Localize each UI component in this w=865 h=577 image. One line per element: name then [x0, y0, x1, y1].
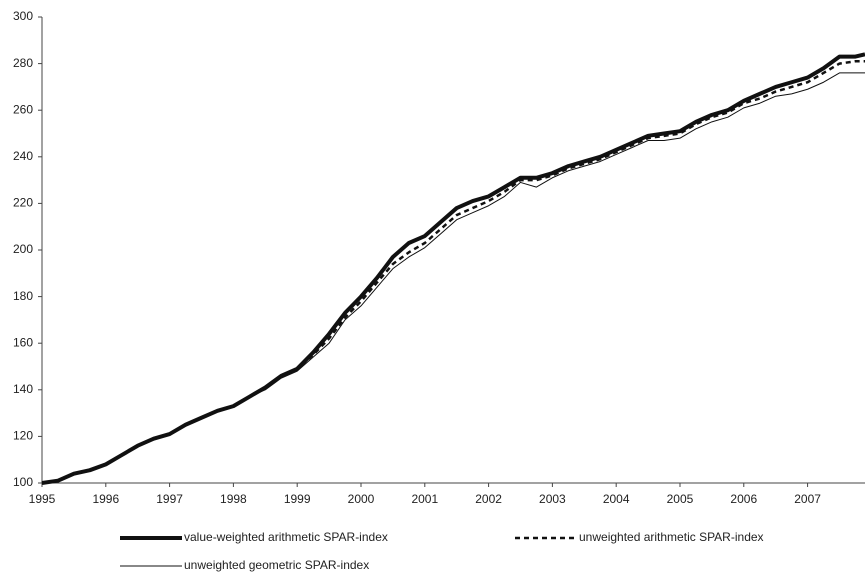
y-tick-label: 300: [13, 9, 33, 23]
x-tick-label: 1995: [29, 492, 56, 506]
legend-label: unweighted arithmetic SPAR-index: [579, 530, 764, 544]
y-tick-label: 100: [13, 475, 33, 489]
x-tick-label: 2003: [539, 492, 566, 506]
y-tick-label: 160: [13, 335, 33, 349]
y-tick-label: 180: [13, 289, 33, 303]
x-tick-label: 2005: [667, 492, 694, 506]
series-line: [41, 72, 865, 484]
legend-label: unweighted geometric SPAR-index: [184, 558, 369, 572]
x-tick-label: 2001: [411, 492, 438, 506]
y-tick-label: 240: [13, 149, 33, 163]
y-tick-label: 120: [13, 429, 33, 443]
y-tick-label: 280: [13, 56, 33, 70]
y-tick-label: 260: [13, 102, 33, 116]
series-line: [41, 60, 865, 485]
x-tick-label: 1997: [156, 492, 183, 506]
legend-label: value-weighted arithmetic SPAR-index: [184, 530, 388, 544]
y-tick-label: 200: [13, 242, 33, 256]
x-tick-label: 1999: [284, 492, 311, 506]
x-tick-label: 2000: [348, 492, 375, 506]
x-tick-label: 2007: [794, 492, 821, 506]
x-tick-label: 2002: [475, 492, 502, 506]
x-tick-label: 1998: [220, 492, 247, 506]
y-tick-label: 220: [13, 196, 33, 210]
y-tick-label: 140: [13, 382, 33, 396]
series-line: [41, 52, 865, 485]
x-tick-label: 1996: [92, 492, 119, 506]
x-tick-label: 2004: [603, 492, 630, 506]
x-tick-label: 2006: [730, 492, 757, 506]
